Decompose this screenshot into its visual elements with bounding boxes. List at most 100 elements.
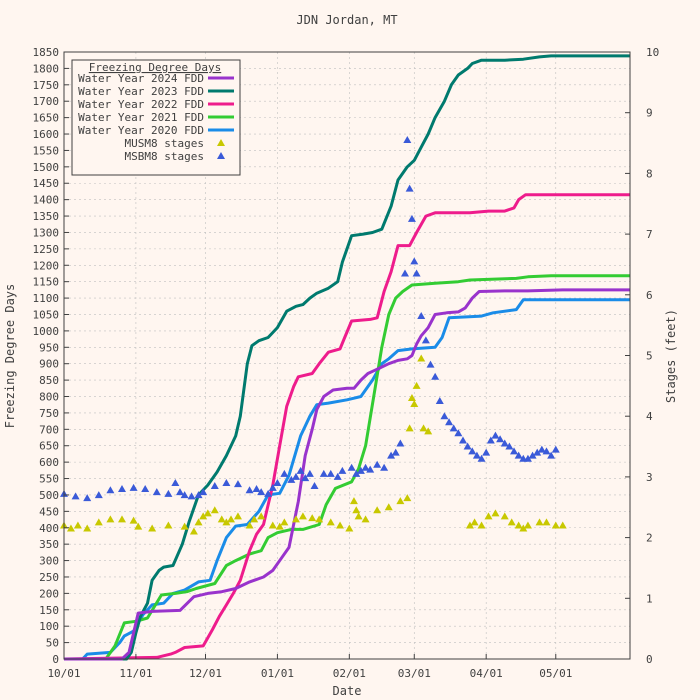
scatter-point xyxy=(199,488,208,496)
y-axis-title: Freezing Degree Days xyxy=(3,284,17,429)
scatter-point xyxy=(291,472,300,480)
y-tick-label: 1650 xyxy=(33,112,60,125)
scatter-point xyxy=(468,447,477,455)
scatter-point xyxy=(458,436,467,444)
scatter-point xyxy=(301,474,310,482)
scatter-point xyxy=(449,424,458,432)
scatter-point xyxy=(417,354,426,362)
scatter-point xyxy=(106,515,115,523)
scatter-point xyxy=(387,451,396,459)
scatter-point xyxy=(407,393,416,401)
scatter-point xyxy=(519,524,528,532)
y2-tick-label: 0 xyxy=(646,653,653,666)
legend-label: Water Year 2023 FDD xyxy=(78,85,204,98)
y-tick-label: 1550 xyxy=(33,144,60,157)
scatter-point xyxy=(175,488,184,496)
scatter-point xyxy=(396,497,405,505)
scatter-point xyxy=(164,489,173,497)
scatter-point xyxy=(94,491,103,499)
scatter-point xyxy=(349,497,358,505)
scatter-point xyxy=(384,503,393,511)
scatter-point xyxy=(134,522,143,530)
legend-swatch-triangle xyxy=(217,139,225,146)
y-tick-label: 1150 xyxy=(33,276,60,289)
scatter-point xyxy=(491,431,500,439)
grid-lines xyxy=(64,52,630,659)
scatter-point xyxy=(528,451,537,459)
scatter-point xyxy=(210,506,219,514)
series-line xyxy=(64,274,630,661)
y-tick-label: 700 xyxy=(39,423,59,436)
scatter-point xyxy=(470,518,479,526)
y-tick-label: 1200 xyxy=(33,259,60,272)
y-tick-label: 250 xyxy=(39,571,59,584)
scatter-point xyxy=(250,515,259,523)
scatter-point xyxy=(326,518,335,526)
scatter-point xyxy=(148,524,157,532)
legend: Freezing Degree Days Water Year 2024 FDD… xyxy=(71,59,241,176)
scatter-point xyxy=(435,397,444,405)
scatter-point xyxy=(373,460,382,468)
scatter-point xyxy=(366,465,375,473)
scatter-point xyxy=(310,482,319,490)
scatter-point xyxy=(477,521,486,529)
scatter-point xyxy=(352,469,361,477)
y-tick-label: 150 xyxy=(39,604,59,617)
y-tick-label: 450 xyxy=(39,505,59,518)
scatter-point xyxy=(222,518,231,526)
y-tick-label: 1050 xyxy=(33,308,60,321)
scatter-point xyxy=(319,469,328,477)
scatter-point xyxy=(129,516,138,524)
scatter-point xyxy=(523,521,532,529)
scatter-point xyxy=(296,466,305,474)
scatter-point xyxy=(280,469,289,477)
scatter-point xyxy=(421,336,430,344)
scatter-point xyxy=(505,442,514,450)
scatter-point xyxy=(558,521,567,529)
scatter-point xyxy=(403,136,412,144)
scatter-point xyxy=(305,469,314,477)
scatter-point xyxy=(410,257,419,265)
scatter-point xyxy=(551,445,560,453)
scatter-point xyxy=(412,269,421,277)
scatter-point xyxy=(542,518,551,526)
scatter-point xyxy=(287,475,296,483)
y-tick-label: 300 xyxy=(39,555,59,568)
scatter-point xyxy=(83,524,92,532)
y-tick-label: 350 xyxy=(39,538,59,551)
y2-tick-label: 8 xyxy=(646,167,653,180)
y-tick-label: 800 xyxy=(39,391,59,404)
scatter-point xyxy=(547,451,556,459)
y-tick-label: 1400 xyxy=(33,194,60,207)
scatter-point xyxy=(326,469,335,477)
scatter-point xyxy=(537,445,546,453)
scatter-point xyxy=(542,447,551,455)
scatter-point xyxy=(465,521,474,529)
scatter-point xyxy=(273,478,282,486)
y2-tick-label: 9 xyxy=(646,107,653,120)
scatter-point xyxy=(129,483,138,491)
scatter-point xyxy=(407,214,416,222)
scatter-point xyxy=(356,466,365,474)
scatter-point xyxy=(199,512,208,520)
scatter-layer xyxy=(60,136,567,535)
scatter-point xyxy=(496,435,505,443)
scatter-point xyxy=(333,472,342,480)
y-tick-label: 0 xyxy=(52,653,59,666)
y-tick-label: 1750 xyxy=(33,79,60,92)
y-tick-label: 500 xyxy=(39,489,59,502)
scatter-point xyxy=(141,485,150,493)
x-tick-label: 05/01 xyxy=(539,667,572,680)
series-line xyxy=(64,54,630,661)
scatter-point xyxy=(361,515,370,523)
scatter-point xyxy=(194,491,203,499)
y-tick-label: 1350 xyxy=(33,210,60,223)
y2-tick-label: 1 xyxy=(646,592,653,605)
x-tick-label: 04/01 xyxy=(470,667,503,680)
y-tick-label: 400 xyxy=(39,522,59,535)
scatter-point xyxy=(268,521,277,529)
scatter-point xyxy=(507,518,516,526)
y-tick-label: 1800 xyxy=(33,62,60,75)
y-tick-label: 1300 xyxy=(33,226,60,239)
